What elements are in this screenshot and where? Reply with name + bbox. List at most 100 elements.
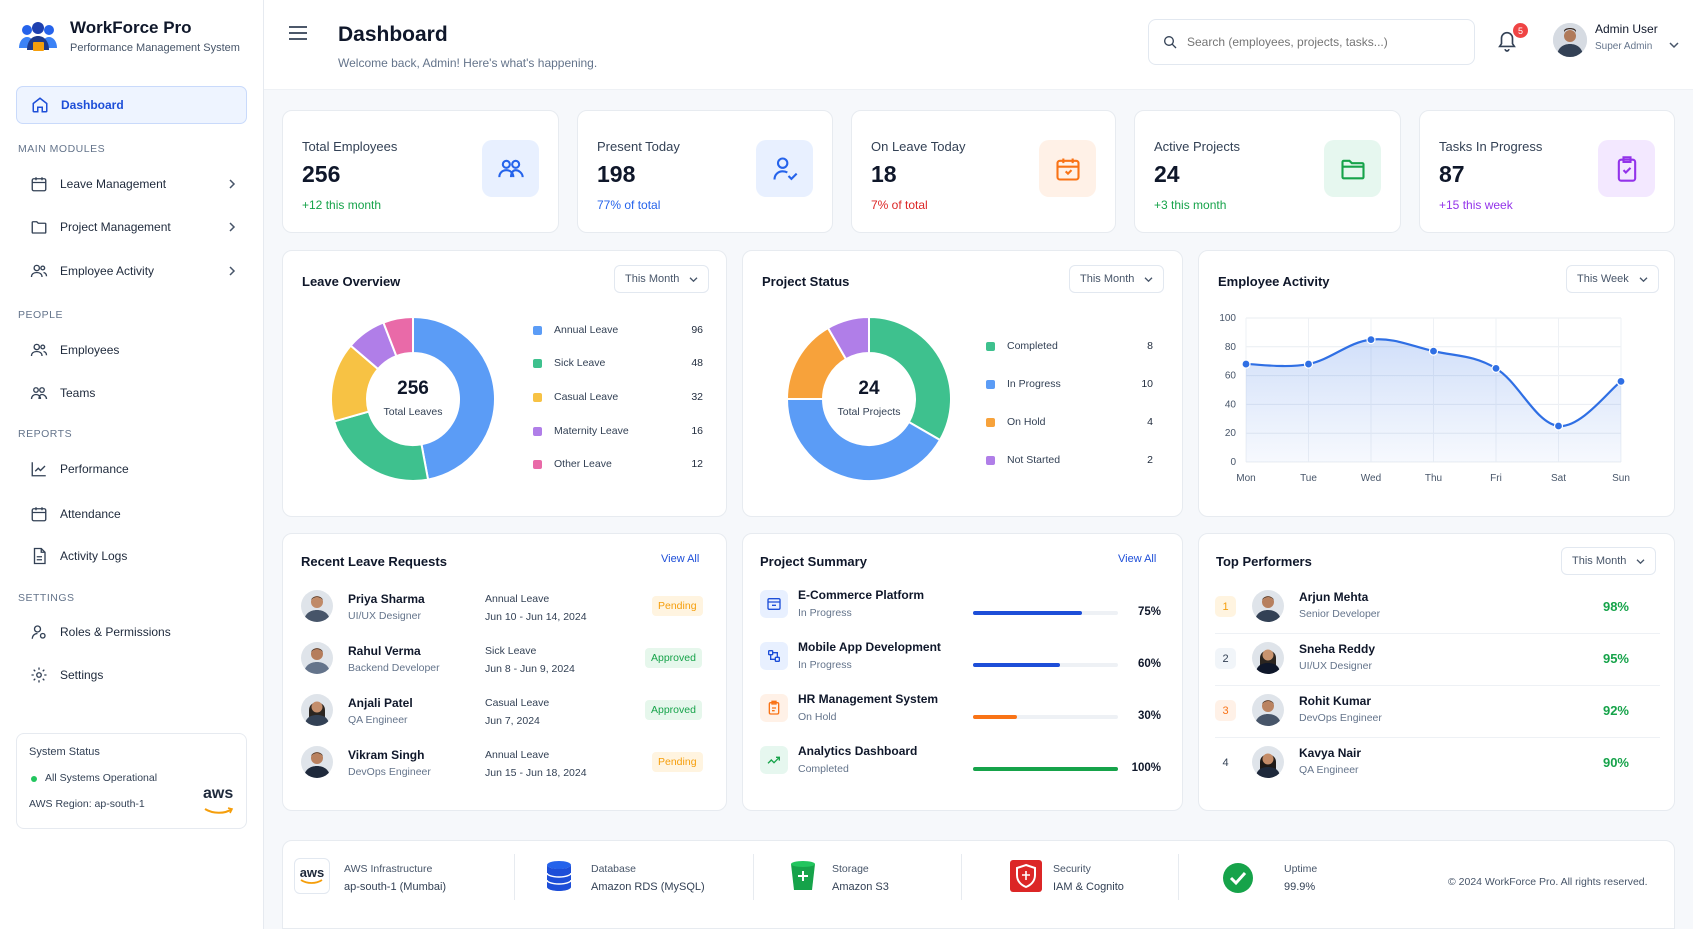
sidebar-item-label: Performance — [60, 462, 129, 476]
sidebar-item-leave-management[interactable]: Leave Management — [16, 165, 247, 203]
dropdown-label: This Week — [1577, 273, 1629, 285]
donut-center-value: 24 — [858, 378, 880, 399]
chevron-down-icon[interactable] — [1669, 36, 1679, 54]
data-point[interactable] — [1428, 346, 1439, 356]
stat-card-total-employees[interactable]: Total Employees 256 +12 this month — [282, 110, 559, 233]
progress-percent: 30% — [1137, 710, 1161, 722]
project-name: E-Commerce Platform — [798, 588, 925, 602]
user-check-icon — [756, 140, 813, 197]
sidebar-item-employees[interactable]: Employees — [16, 331, 247, 369]
employee-activity-card: Employee Activity This Week 0 20 40 60 80 100… — [1198, 250, 1675, 517]
sidebar-item-label: Project Management — [60, 220, 171, 234]
stat-label: Total Employees — [302, 139, 398, 154]
leave-dates: Jun 7, 2024 — [485, 715, 540, 727]
performer-role: Senior Developer — [1299, 608, 1381, 620]
project-name: HR Management System — [798, 692, 939, 706]
leave-filter-dropdown[interactable]: This Month — [614, 265, 710, 293]
progress-bar — [973, 611, 1118, 615]
performer-role: QA Engineer — [1299, 764, 1359, 776]
project-filter-dropdown[interactable]: This Month — [1069, 265, 1165, 293]
data-point[interactable] — [1553, 421, 1564, 431]
sidebar-item-label: Activity Logs — [60, 549, 128, 563]
section-people: PEOPLE — [18, 309, 64, 321]
footer-value: Amazon RDS (MySQL) — [591, 881, 705, 893]
search-box[interactable] — [1148, 19, 1475, 65]
aws-logo: aws — [203, 786, 237, 814]
sidebar-item-teams[interactable]: Teams — [16, 374, 247, 412]
activity-filter-dropdown[interactable]: This Week — [1566, 265, 1659, 293]
employee-name: Vikram Singh — [348, 748, 425, 762]
sidebar-item-project-management[interactable]: Project Management — [16, 208, 247, 246]
view-all-link[interactable]: View All — [661, 553, 700, 565]
aws-icon: aws — [294, 858, 330, 894]
footer-title: Security — [1053, 863, 1091, 875]
list-item[interactable]: HR Management System On Hold 30% — [743, 686, 1184, 738]
list-item[interactable]: Mobile App Development In Progress 60% — [743, 634, 1184, 686]
y-tick-label: 80 — [1225, 342, 1237, 353]
mobile-icon — [760, 642, 788, 670]
status-dot-icon — [31, 776, 37, 782]
footer-title: Database — [591, 863, 636, 875]
legend-item: Completed — [986, 340, 1058, 352]
view-all-link[interactable]: View All — [1118, 553, 1157, 565]
footer-value: Amazon S3 — [832, 881, 889, 893]
performer-score: 90% — [1602, 755, 1629, 770]
project-slice-0 — [868, 315, 952, 442]
user-name: Admin User — [1595, 22, 1658, 36]
sidebar-item-settings[interactable]: Settings — [16, 656, 247, 694]
calendar-icon — [29, 504, 49, 524]
footer-title: AWS Infrastructure — [344, 863, 433, 875]
list-item[interactable]: 4 Kavya Nair QA Engineer 90% — [1215, 738, 1660, 790]
stat-label: Present Today — [597, 139, 680, 154]
stat-sub: +3 this month — [1154, 198, 1227, 212]
sidebar-item-attendance[interactable]: Attendance — [16, 495, 247, 533]
legend-item: Other Leave — [533, 458, 612, 470]
chart-line-icon — [29, 459, 49, 479]
project-name: Mobile App Development — [798, 640, 941, 654]
performers-filter-dropdown[interactable]: This Month — [1561, 547, 1657, 575]
app-subtitle: Performance Management System — [70, 42, 240, 54]
avatar — [1252, 746, 1284, 778]
search-input[interactable] — [1187, 32, 1465, 52]
stat-card-present-today[interactable]: Present Today 198 77% of total — [577, 110, 833, 233]
list-item[interactable]: Analytics Dashboard Completed 100% — [743, 738, 1184, 790]
list-item[interactable]: 3 Rohit Kumar DevOps Engineer 92% — [1215, 686, 1660, 738]
table-row[interactable]: Anjali Patel QA Engineer Casual Leave Ju… — [283, 688, 728, 740]
sidebar-item-roles-permissions[interactable]: Roles & Permissions — [16, 613, 247, 651]
leave-dates: Jun 8 - Jun 9, 2024 — [485, 663, 575, 675]
sidebar-item-label: Employee Activity — [60, 264, 155, 278]
stat-card-tasks-in-progress[interactable]: Tasks In Progress 87 +15 this week — [1419, 110, 1675, 233]
data-point[interactable] — [1241, 359, 1251, 369]
performer-score: 95% — [1602, 651, 1629, 666]
table-row[interactable]: Priya Sharma UI/UX Designer Annual Leave… — [283, 584, 728, 636]
check-circle-icon — [1222, 862, 1254, 899]
avatar — [301, 590, 333, 622]
leave-slice-0 — [412, 315, 496, 481]
project-status: On Hold — [798, 711, 837, 723]
sidebar-item-performance[interactable]: Performance — [16, 450, 247, 488]
x-tick-label: Thu — [1425, 473, 1442, 484]
project-status-card: Project Status This Month 24 Total Proje… — [742, 250, 1183, 517]
stat-card-on-leave-today[interactable]: On Leave Today 18 7% of total — [851, 110, 1116, 233]
table-row[interactable]: Vikram Singh DevOps Engineer Annual Leav… — [283, 740, 728, 792]
list-item[interactable]: 1 Arjun Mehta Senior Developer 98% — [1215, 582, 1660, 634]
bell-icon[interactable] — [1496, 28, 1518, 57]
card-title: Employee Activity — [1218, 274, 1330, 289]
data-point[interactable] — [1616, 376, 1626, 386]
sidebar-item-dashboard[interactable]: Dashboard — [16, 86, 247, 124]
data-point[interactable] — [1491, 363, 1501, 374]
performer-name: Arjun Mehta — [1299, 590, 1369, 604]
stat-card-active-projects[interactable]: Active Projects 24 +3 this month — [1134, 110, 1401, 233]
data-point[interactable] — [1366, 334, 1376, 345]
list-item[interactable]: E-Commerce Platform In Progress 75% — [743, 582, 1184, 634]
card-title: Project Status — [762, 274, 850, 289]
table-row[interactable]: Rahul Verma Backend Developer Sick Leave… — [283, 636, 728, 688]
folder-icon — [1324, 140, 1381, 197]
data-point[interactable] — [1303, 359, 1314, 369]
avatar[interactable] — [1553, 23, 1587, 57]
sidebar-item-activity-logs[interactable]: Activity Logs — [16, 537, 247, 575]
list-item[interactable]: 2 Sneha Reddy UI/UX Designer 95% — [1215, 634, 1660, 686]
leave-dates: Jun 15 - Jun 18, 2024 — [485, 767, 587, 779]
menu-toggle-icon[interactable] — [288, 25, 308, 46]
sidebar-item-employee-activity[interactable]: Employee Activity — [16, 252, 247, 290]
